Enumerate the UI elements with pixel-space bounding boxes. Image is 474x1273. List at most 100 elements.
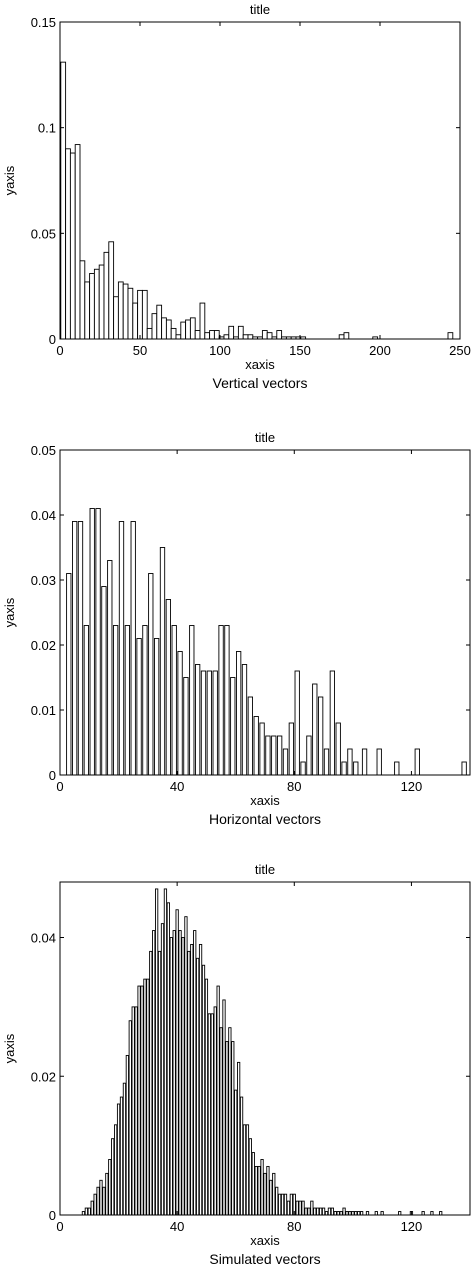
histogram-bar: [374, 1211, 378, 1216]
histogram-bar: [343, 332, 350, 340]
chart-title: title: [255, 862, 275, 877]
histogram-bar: [156, 304, 163, 340]
x-tick-label: 100: [209, 343, 231, 358]
histogram-bar: [327, 1207, 332, 1216]
histogram-bar: [69, 152, 76, 340]
histogram-bar: [234, 1089, 238, 1216]
plot-frame: [59, 449, 471, 776]
histogram-bar: [342, 1207, 346, 1216]
histogram-bar: [283, 1193, 288, 1216]
histogram-bar: [282, 748, 289, 776]
y-tick-label: 0.1: [38, 121, 56, 136]
histogram-bar: [114, 1124, 118, 1216]
histogram-bar: [98, 264, 105, 340]
histogram-bar: [306, 735, 312, 776]
histogram-bar: [77, 521, 84, 776]
histogram-bar: [87, 1207, 91, 1216]
x-axis-label: xaxis: [245, 357, 275, 372]
histogram-bar: [272, 1172, 276, 1216]
histogram-bar: [341, 761, 347, 776]
histogram-bar: [163, 888, 168, 1216]
histogram-bar: [376, 748, 382, 776]
histogram-bar: [351, 1211, 355, 1216]
histogram-bar: [181, 937, 185, 1216]
plot-frame: [59, 881, 471, 1216]
histogram-bar: [241, 664, 248, 776]
histogram-bar: [447, 332, 454, 340]
histogram-bar: [125, 1054, 129, 1216]
histogram-bar: [310, 1200, 314, 1216]
histogram-bar: [71, 521, 78, 776]
histogram-bar: [171, 625, 177, 776]
histogram-bar: [103, 251, 110, 340]
plot-frame: [59, 21, 461, 340]
histogram-bar: [271, 735, 277, 776]
histogram-bar: [347, 748, 353, 776]
histogram-bar: [187, 950, 191, 1216]
histogram-bar: [316, 1207, 320, 1216]
histogram-bar: [122, 1082, 127, 1216]
histogram-bar: [201, 964, 206, 1216]
histogram-bar: [89, 273, 95, 340]
histogram-bar: [175, 334, 182, 340]
histogram-bar: [421, 1211, 425, 1216]
chart-title: title: [255, 430, 275, 445]
histogram-bar: [124, 625, 131, 776]
histogram-bar: [228, 1027, 232, 1216]
y-tick-label: 0: [49, 332, 56, 347]
histogram-bar: [189, 625, 195, 776]
histogram-bar: [237, 325, 244, 340]
histogram-bar: [200, 670, 207, 776]
histogram-bar: [165, 319, 172, 340]
histogram-bar: [157, 950, 162, 1216]
y-tick-label: 0.04: [31, 508, 56, 523]
histogram-bar: [213, 1006, 217, 1216]
x-tick-label: 40: [170, 779, 184, 794]
histogram-bar: [117, 281, 124, 340]
y-tick-label: 0.02: [31, 1069, 56, 1084]
histogram-bar: [152, 930, 156, 1216]
histogram-bar: [289, 1193, 293, 1216]
histogram-bar: [239, 1096, 244, 1216]
histogram-bar: [321, 1207, 326, 1216]
histogram-bar: [247, 334, 254, 340]
histogram-bar: [66, 573, 72, 776]
histogram-bar: [222, 999, 226, 1216]
histogram-bar: [166, 902, 170, 1216]
histogram-bar: [111, 1138, 115, 1216]
histogram-bar: [204, 978, 209, 1216]
histogram-bar: [300, 761, 306, 776]
histogram-bar: [251, 1152, 255, 1216]
histogram-bar: [149, 950, 153, 1216]
histogram-bar: [90, 1200, 94, 1216]
histogram-bar: [96, 1186, 100, 1216]
histogram-bar: [194, 330, 201, 340]
histogram-bar: [170, 327, 177, 340]
histogram-bar: [165, 599, 172, 776]
histogram-bar: [218, 625, 224, 776]
histogram-bar: [339, 1211, 343, 1216]
histogram-bar: [99, 1179, 103, 1216]
histogram-bar: [298, 1200, 302, 1216]
histogram-bar: [228, 325, 235, 340]
x-tick-label: 50: [133, 343, 147, 358]
histogram-bar: [333, 1211, 337, 1216]
histogram-bar: [288, 722, 295, 776]
histogram-bar: [143, 978, 147, 1216]
histogram-bar: [354, 1211, 358, 1216]
y-tick-label: 0.15: [31, 15, 56, 30]
histogram-bar: [313, 1207, 317, 1216]
histogram-bar: [189, 317, 196, 340]
y-tick-label: 0.05: [31, 226, 56, 241]
chart-2: 0 40 80 120 0 0.01 0.02 0.03 0.04 0.05 title xaxis H…: [2, 430, 471, 827]
histogram-bar: [330, 1207, 334, 1216]
histogram-bar: [266, 332, 273, 340]
histogram-bar: [146, 327, 153, 340]
histogram-bar: [93, 268, 100, 340]
histogram-bar: [79, 260, 86, 340]
histogram-bar: [151, 313, 158, 340]
histogram-bar: [242, 334, 249, 340]
histogram-bar: [253, 716, 259, 776]
histogram-bar: [119, 1096, 124, 1216]
histogram-bar: [307, 1207, 311, 1216]
